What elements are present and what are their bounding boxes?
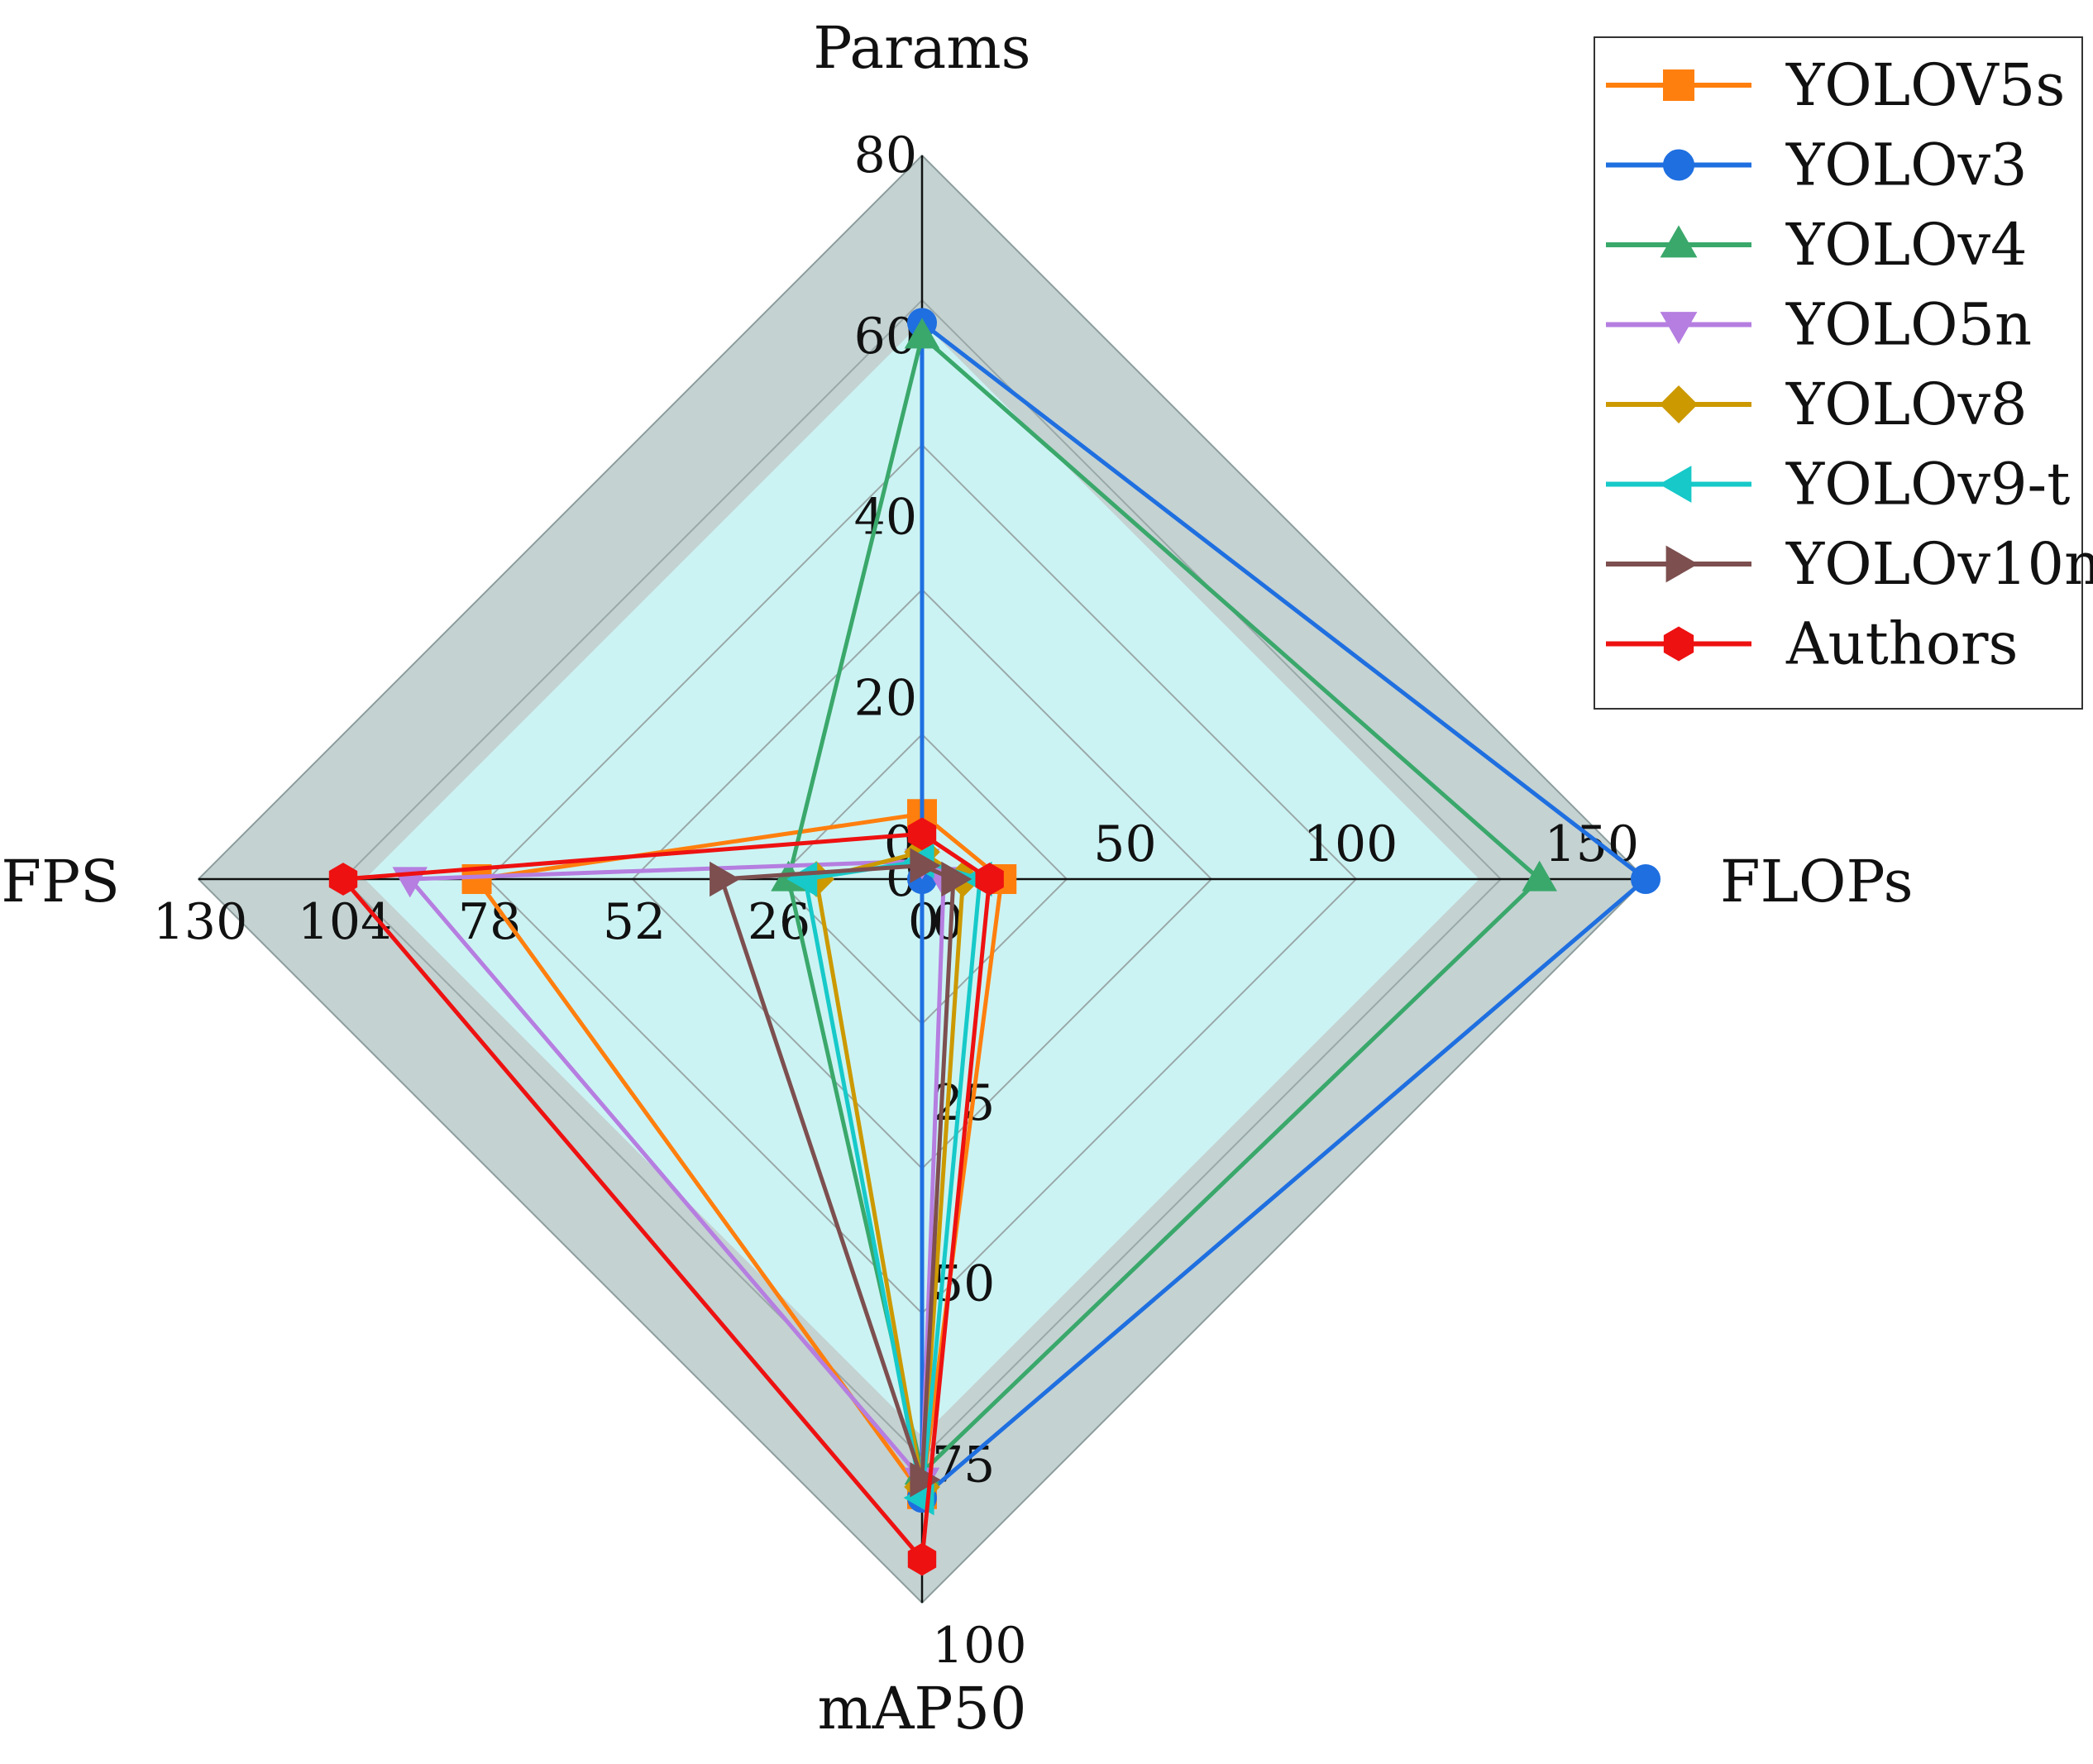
legend-item-yolov9-t: YOLOv9-t xyxy=(1606,451,2070,519)
radar-series xyxy=(328,308,1661,1576)
legend-marker-yolov9-t xyxy=(1659,466,1692,503)
legend-marker-yolov5s xyxy=(1663,69,1694,101)
series-point-yolov4-params xyxy=(904,318,940,349)
legend-label-yolo5n: YOLO5n xyxy=(1785,291,2032,359)
series-point-yolov4-flops xyxy=(1522,860,1557,892)
legend-item-yolov3: YOLOv3 xyxy=(1606,131,2028,199)
series-point-yolov10n-map50 xyxy=(910,1461,941,1498)
axis-title-flops: FLOPs xyxy=(1720,848,1914,915)
tick-label-params-80: 80 xyxy=(854,127,917,184)
radar-axis-titles: Params FLOPs mAP50 FPS xyxy=(1,14,1913,1742)
legend-item-yolov10n: YOLOv10n xyxy=(1606,530,2093,598)
chart-legend: YOLOV5s YOLOv3 YOLOv4 YOLO5n YOLOv8 YOLOv9-t Y… xyxy=(1594,36,2093,710)
series-point-yolov9-t-fps xyxy=(786,861,818,897)
series-point-authors-map50 xyxy=(907,1542,937,1576)
tick-label-fps-52: 52 xyxy=(603,893,666,951)
tick-label-params-60: 60 xyxy=(854,308,917,366)
series-point-yolov10n-flops xyxy=(941,861,972,897)
legend-label-authors: Authors xyxy=(1785,610,2018,678)
tick-label-fps-104: 104 xyxy=(298,893,393,951)
series-point-authors-params xyxy=(907,817,937,851)
series-point-authors-fps xyxy=(328,863,358,896)
series-authors xyxy=(328,817,1004,1576)
series-point-yolov3-flops xyxy=(1631,864,1661,894)
legend-item-yolov8: YOLOv8 xyxy=(1606,370,2028,438)
legend-item-yolov5s: YOLOV5s xyxy=(1606,51,2065,119)
legend-marker-authors xyxy=(1663,626,1694,662)
series-point-yolov10n-params xyxy=(910,848,941,883)
axis-title-params: Params xyxy=(813,14,1030,82)
legend-marker-yolo5n xyxy=(1660,312,1698,345)
series-yolov10n xyxy=(710,848,972,1498)
legend-label-yolov3: YOLOv3 xyxy=(1785,131,2028,199)
legend-label-yolov10n: YOLOv10n xyxy=(1785,530,2093,598)
legend-box xyxy=(1594,36,2083,710)
tick-label-map50-100: 100 xyxy=(932,1617,1027,1675)
legend-marker-yolov8 xyxy=(1659,385,1699,424)
tick-label-flops-50: 50 xyxy=(1093,815,1156,873)
legend-marker-yolov4 xyxy=(1660,225,1698,258)
legend-item-yolo5n: YOLO5n xyxy=(1606,291,2032,359)
legend-label-yolov9-t: YOLOv9-t xyxy=(1785,451,2070,519)
tick-label-flops-100: 100 xyxy=(1303,815,1398,873)
legend-marker-yolov10n xyxy=(1665,545,1699,583)
series-point-yolov10n-fps xyxy=(710,861,741,897)
axis-title-map50: mAP50 xyxy=(817,1675,1026,1742)
tick-label-fps-78: 78 xyxy=(458,893,521,951)
series-point-authors-flops xyxy=(975,863,1004,896)
tick-label-fps-130: 130 xyxy=(153,893,248,951)
legend-item-yolov4: YOLOv4 xyxy=(1606,211,2028,279)
legend-label-yolov5s: YOLOV5s xyxy=(1785,51,2065,119)
legend-marker-yolov3 xyxy=(1663,149,1694,181)
legend-label-yolov4: YOLOv4 xyxy=(1785,211,2028,279)
legend-label-yolov8: YOLOv8 xyxy=(1785,370,2028,438)
legend-item-authors: Authors xyxy=(1606,610,2018,678)
tick-label-params-20: 20 xyxy=(854,669,917,727)
axis-title-fps: FPS xyxy=(1,848,120,915)
tick-label-params-40: 40 xyxy=(854,489,917,547)
